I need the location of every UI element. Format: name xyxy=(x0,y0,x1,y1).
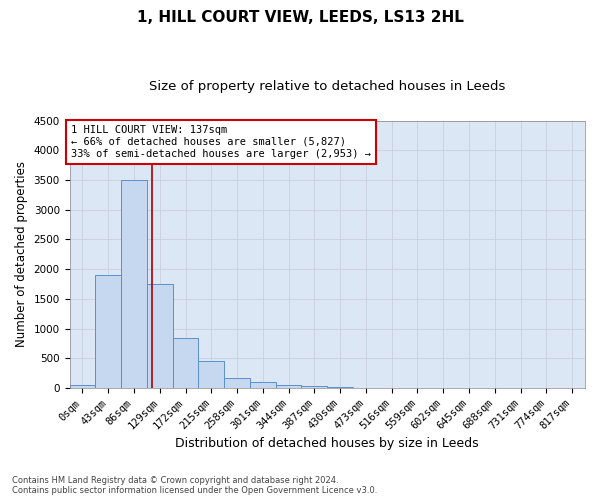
Text: Contains HM Land Registry data © Crown copyright and database right 2024.
Contai: Contains HM Land Registry data © Crown c… xyxy=(12,476,377,495)
Bar xyxy=(95,275,121,388)
Bar xyxy=(301,386,327,388)
Bar xyxy=(250,382,276,388)
Bar xyxy=(276,384,301,388)
Bar xyxy=(173,338,199,388)
Text: 1, HILL COURT VIEW, LEEDS, LS13 2HL: 1, HILL COURT VIEW, LEEDS, LS13 2HL xyxy=(137,10,463,25)
Bar xyxy=(199,362,224,388)
Bar xyxy=(224,378,250,388)
Bar xyxy=(121,180,147,388)
Y-axis label: Number of detached properties: Number of detached properties xyxy=(15,162,28,348)
Bar xyxy=(147,284,173,388)
X-axis label: Distribution of detached houses by size in Leeds: Distribution of detached houses by size … xyxy=(175,437,479,450)
Bar xyxy=(327,387,353,388)
Text: 1 HILL COURT VIEW: 137sqm
← 66% of detached houses are smaller (5,827)
33% of se: 1 HILL COURT VIEW: 137sqm ← 66% of detac… xyxy=(71,126,371,158)
Bar xyxy=(70,385,95,388)
Title: Size of property relative to detached houses in Leeds: Size of property relative to detached ho… xyxy=(149,80,505,93)
